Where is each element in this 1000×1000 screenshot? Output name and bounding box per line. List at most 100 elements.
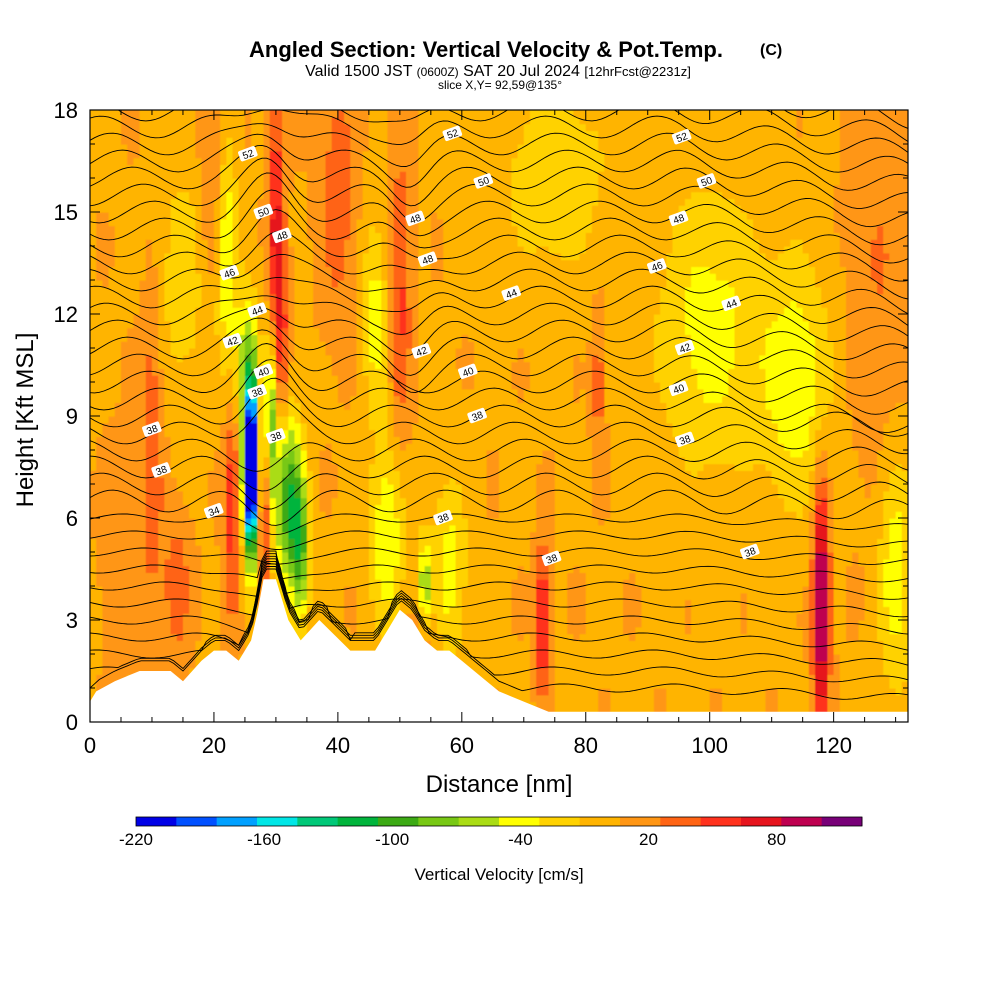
theta-contour-line	[90, 560, 908, 651]
velocity-cell	[244, 361, 252, 376]
contour-label-text: 38	[269, 430, 284, 444]
velocity-cell	[883, 606, 891, 675]
velocity-cell	[579, 572, 587, 635]
velocity-cell	[622, 633, 630, 722]
x-tick-label: 40	[326, 733, 350, 758]
velocity-cell	[852, 450, 860, 553]
velocity-cell	[492, 518, 500, 689]
velocity-cell	[746, 110, 754, 220]
contour-label: 52	[442, 125, 463, 142]
velocity-cell	[511, 579, 519, 635]
velocity-cell	[517, 144, 525, 247]
contour-label: 48	[272, 227, 292, 244]
velocity-cell	[511, 388, 519, 580]
velocity-cell	[288, 246, 296, 363]
velocity-cell	[424, 565, 432, 601]
velocity-cell	[244, 511, 252, 519]
velocity-cell	[877, 450, 884, 539]
velocity-cell	[269, 150, 277, 220]
velocity-cell	[499, 110, 506, 722]
velocity-cell	[591, 518, 599, 722]
velocity-cell	[870, 484, 878, 722]
velocity-cell	[244, 395, 252, 410]
velocity-cell	[127, 164, 134, 329]
velocity-cell	[815, 429, 822, 458]
velocity-cell	[182, 613, 190, 682]
velocity-cell	[387, 484, 395, 601]
velocity-cell	[300, 422, 308, 451]
theta-contour-line	[90, 317, 908, 379]
contour-label-text: 48	[672, 213, 687, 227]
velocity-cell	[666, 110, 674, 254]
theta-contour-line	[90, 566, 908, 683]
velocity-cell	[536, 246, 543, 465]
velocity-cell	[257, 110, 265, 199]
velocity-cell	[90, 110, 97, 471]
velocity-cell	[313, 327, 320, 722]
velocity-cell	[244, 558, 252, 573]
velocity-cell	[517, 246, 525, 349]
theta-contour-line	[90, 530, 908, 550]
theta-contour-line	[90, 144, 908, 209]
contour-label-text: 42	[678, 342, 693, 356]
y-tick-label: 12	[54, 302, 78, 327]
velocity-cell	[195, 545, 203, 641]
velocity-cell	[350, 110, 358, 397]
velocity-cell	[238, 545, 246, 614]
velocity-cell	[269, 497, 277, 526]
velocity-cell	[207, 518, 215, 689]
velocity-cell	[437, 280, 444, 499]
velocity-cell	[511, 633, 519, 722]
theta-contour-line	[90, 157, 908, 228]
velocity-cell	[542, 450, 550, 546]
contour-label-text: 38	[251, 386, 266, 400]
velocity-cell	[145, 572, 153, 722]
velocity-cell	[251, 402, 258, 417]
velocity-cell	[331, 497, 339, 709]
velocity-cell	[449, 110, 457, 478]
velocity-cell	[815, 552, 822, 662]
velocity-cell	[282, 416, 289, 431]
contour-label-text: 50	[700, 175, 715, 189]
velocity-cell	[294, 558, 302, 580]
velocity-cell	[170, 538, 178, 635]
velocity-cell	[306, 110, 314, 240]
velocity-cell	[883, 252, 891, 261]
velocity-cell	[418, 110, 426, 526]
velocity-cell	[232, 348, 240, 397]
velocity-cell	[220, 422, 227, 722]
theta-contour-line	[90, 568, 908, 700]
contour-label: 48	[417, 251, 438, 268]
velocity-cell	[120, 341, 128, 689]
velocity-cell	[492, 450, 500, 519]
velocity-cell	[753, 110, 760, 240]
velocity-cell	[808, 470, 816, 512]
velocity-cell	[542, 110, 550, 247]
velocity-cell	[319, 450, 327, 512]
y-axis-label: Height [Kft MSL]	[12, 333, 39, 508]
velocity-cell	[746, 470, 754, 722]
velocity-cell	[684, 198, 692, 288]
velocity-cell	[325, 150, 333, 267]
velocity-cell	[189, 110, 196, 206]
contour-label: 48	[668, 210, 689, 227]
velocity-cell	[653, 688, 661, 722]
velocity-cell	[815, 694, 822, 722]
velocity-cell	[139, 110, 147, 281]
velocity-cell	[604, 422, 612, 519]
velocity-cell	[238, 110, 246, 261]
velocity-cell	[337, 402, 345, 722]
velocity-cell	[331, 116, 339, 288]
velocity-cell	[697, 388, 705, 471]
velocity-cell	[375, 280, 382, 369]
velocity-cell	[573, 116, 581, 261]
velocity-cell	[653, 382, 661, 689]
velocity-cell	[282, 110, 289, 213]
velocity-cell	[790, 456, 798, 512]
x-axis-label: Distance [nm]	[426, 771, 573, 798]
velocity-cell	[765, 110, 773, 261]
velocity-cell	[870, 239, 878, 281]
velocity-cell	[889, 518, 897, 635]
velocity-cell	[598, 416, 605, 526]
